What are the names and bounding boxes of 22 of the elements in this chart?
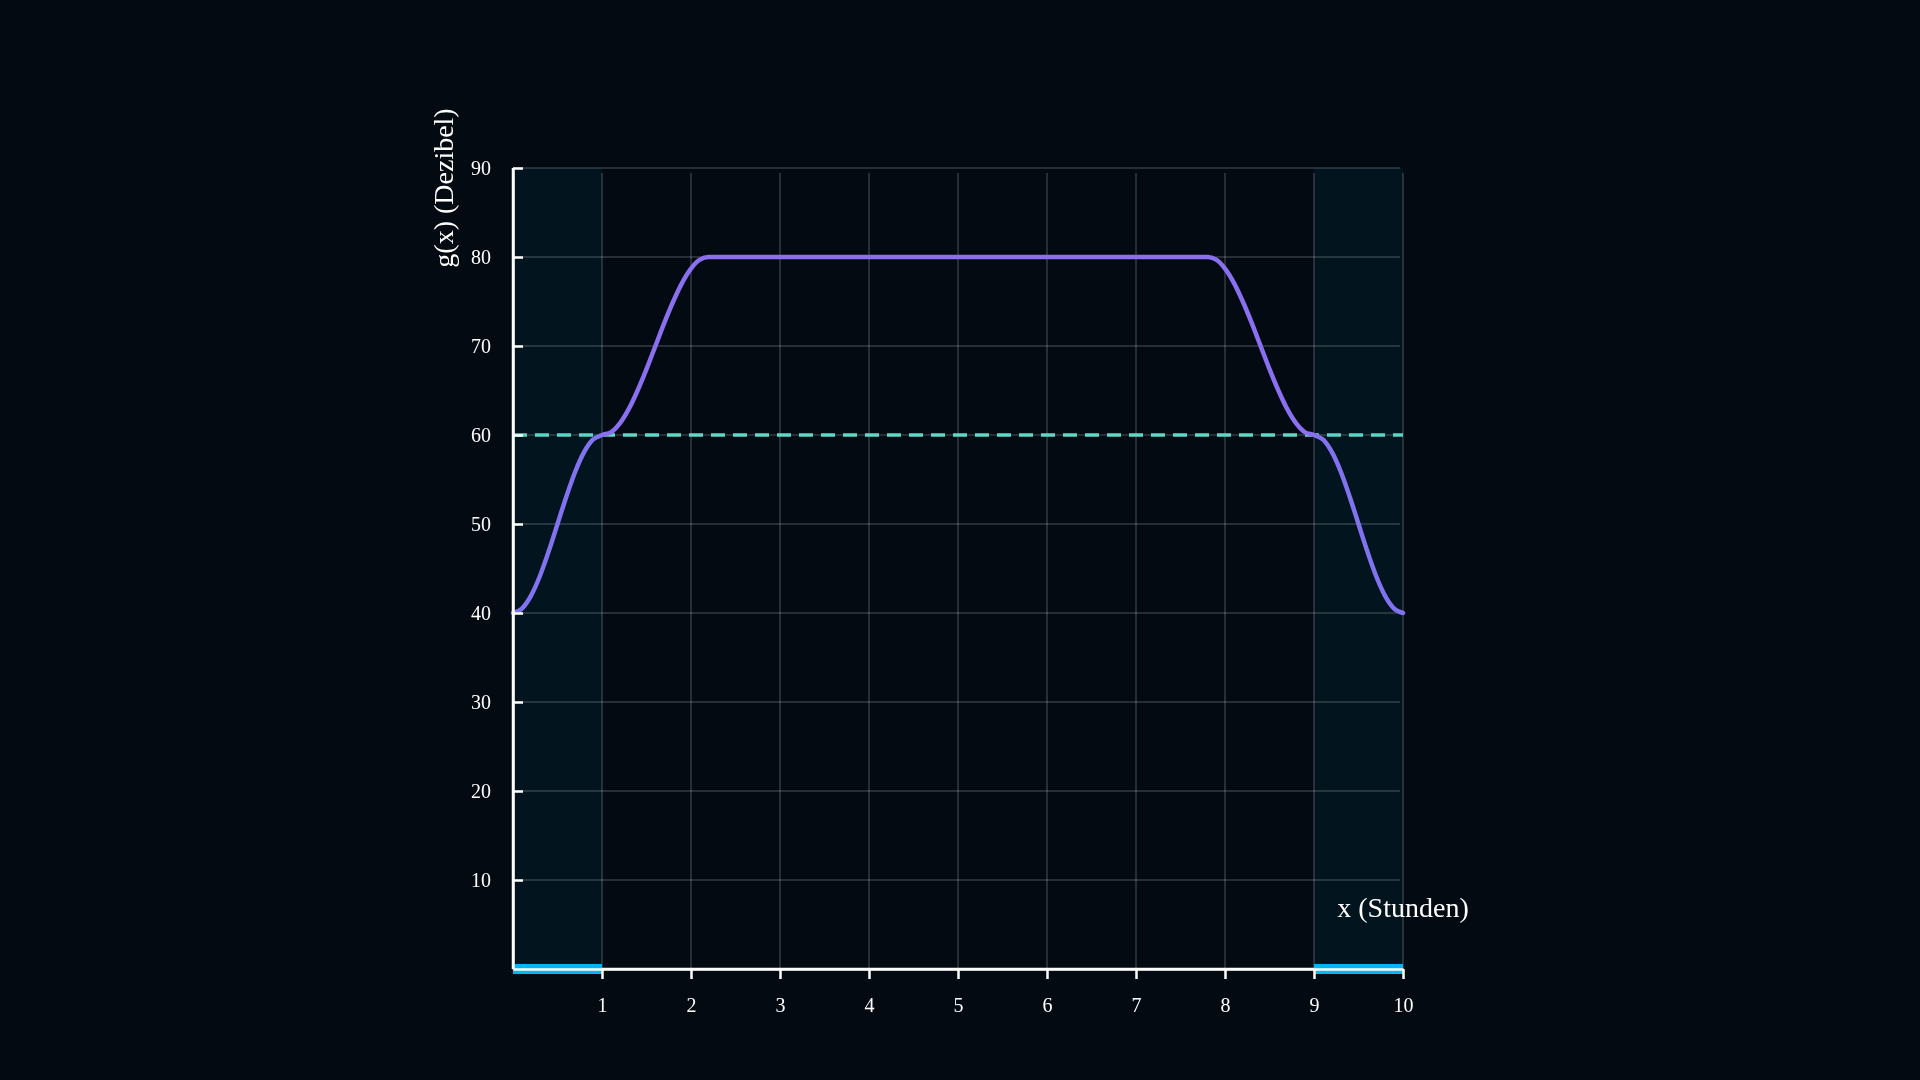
y-tick-label: 20 bbox=[471, 779, 491, 802]
y-tick-label: 80 bbox=[471, 245, 491, 268]
line-series bbox=[510, 254, 1406, 616]
y-tick-label: 10 bbox=[471, 868, 491, 891]
x-tick-label: 7 bbox=[1131, 994, 1142, 1016]
y-tick-label: 90 bbox=[471, 156, 491, 179]
x-tick-label: 3 bbox=[775, 994, 786, 1016]
x-tick-label: 4 bbox=[864, 994, 875, 1016]
x-tick-label: 9 bbox=[1309, 994, 1320, 1016]
x-tick-label: 10 bbox=[1393, 994, 1414, 1016]
y-tick-label: 60 bbox=[471, 423, 491, 446]
x-tick-label: 2 bbox=[686, 994, 697, 1016]
y-tick-label: 40 bbox=[471, 601, 491, 624]
x-tick-label: 5 bbox=[953, 994, 964, 1016]
y-tick-label: 70 bbox=[471, 334, 491, 357]
x-tick-label: 8 bbox=[1220, 994, 1231, 1016]
x-tick-label: 1 bbox=[597, 994, 608, 1016]
y-axis-title: g(x) (Dezibel) bbox=[428, 108, 459, 268]
y-tick-label: 50 bbox=[471, 512, 491, 535]
x-tick-label: 6 bbox=[1042, 994, 1053, 1016]
y-tick-label: 30 bbox=[471, 690, 491, 713]
x-axis-title: x (Stunden) bbox=[1337, 892, 1469, 923]
